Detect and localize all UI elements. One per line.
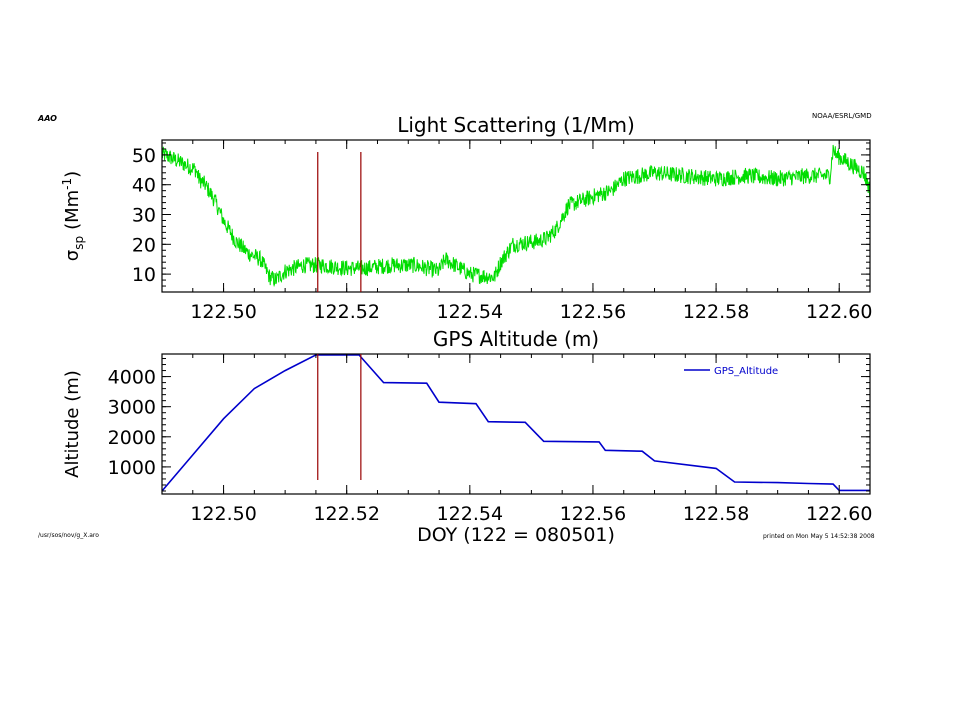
top-right-label: NOAA/ESRL/GMD: [812, 112, 872, 120]
chart-title: GPS Altitude (m): [433, 327, 599, 351]
y-tick-label: 4000: [108, 367, 156, 389]
top-left-label: AAO: [38, 114, 57, 123]
gps-altitude-panel: GPS Altitude (m) 122.50 122.52 122.54 122.56…: [62, 327, 872, 525]
chart-title: Light Scattering (1/Mm): [397, 113, 635, 137]
y-tick-label: 50: [132, 145, 156, 167]
y-tick-label: 1000: [108, 457, 156, 479]
y-tick-label: 10: [132, 264, 156, 286]
y-axis-label: Altitude (m): [62, 370, 83, 478]
bottom-right-label: printed on Mon May 5 14:52:38 2008: [763, 533, 875, 540]
y-tick-label: 3000: [108, 397, 156, 419]
y-tick-label: 20: [132, 234, 156, 256]
x-tick-label: 122.58: [683, 301, 749, 323]
series-line: [161, 354, 870, 492]
x-tick-label: 122.60: [806, 503, 872, 525]
y-axis-label: σsp(Mm-1): [60, 171, 86, 261]
legend-label: GPS_Altitude: [714, 366, 778, 377]
plot-frame: [161, 139, 871, 293]
bottom-left-label: /usr/sos/nov/g_X.aro: [38, 532, 99, 539]
x-tick-label: 122.54: [437, 301, 503, 323]
x-axis-label: DOY (122 = 080501): [417, 524, 615, 546]
x-tick-label: 122.54: [437, 503, 503, 525]
x-tick-label: 122.56: [560, 503, 626, 525]
x-tick-label: 122.56: [560, 301, 626, 323]
series-line: [161, 144, 871, 288]
y-tick-label: 2000: [108, 427, 156, 449]
x-tick-label: 122.52: [313, 503, 379, 525]
light-scattering-panel: Light Scattering (1/Mm) 122.50 122.52 122.5…: [60, 113, 872, 323]
y-tick-label: 30: [132, 205, 156, 227]
x-tick-label: 122.60: [806, 301, 872, 323]
y-tick-label: 40: [132, 175, 156, 197]
plot-frame: [161, 353, 871, 495]
x-tick-label: 122.58: [683, 503, 749, 525]
x-tick-label: 122.50: [190, 301, 256, 323]
x-tick-label: 122.52: [313, 301, 379, 323]
marker-lines: [317, 152, 362, 480]
x-tick-label: 122.50: [190, 503, 256, 525]
